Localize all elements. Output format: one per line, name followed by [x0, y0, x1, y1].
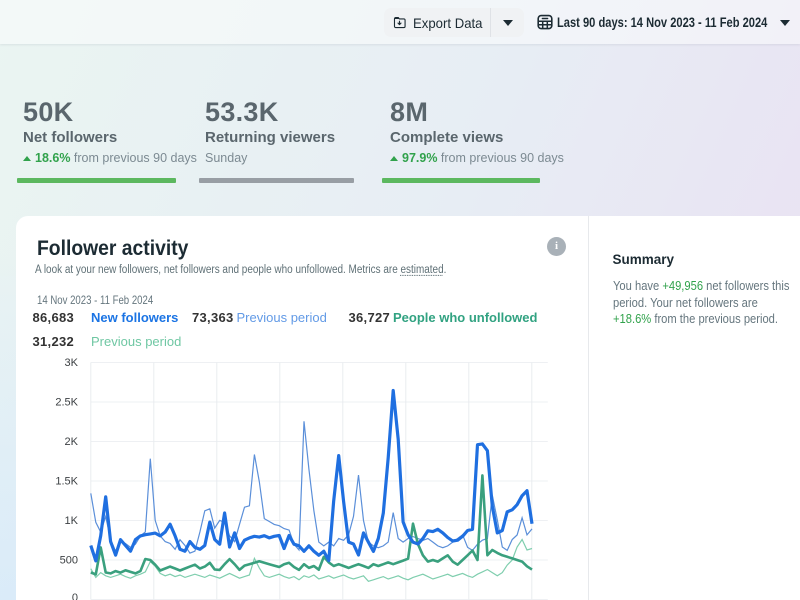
- svg-text:1.5K: 1.5K: [55, 476, 78, 488]
- svg-text:0: 0: [72, 592, 78, 600]
- svg-text:2.5K: 2.5K: [55, 397, 78, 409]
- svg-text:1K: 1K: [65, 515, 79, 527]
- svg-text:500: 500: [60, 555, 78, 567]
- svg-text:3K: 3K: [65, 357, 79, 369]
- svg-text:2K: 2K: [65, 436, 79, 448]
